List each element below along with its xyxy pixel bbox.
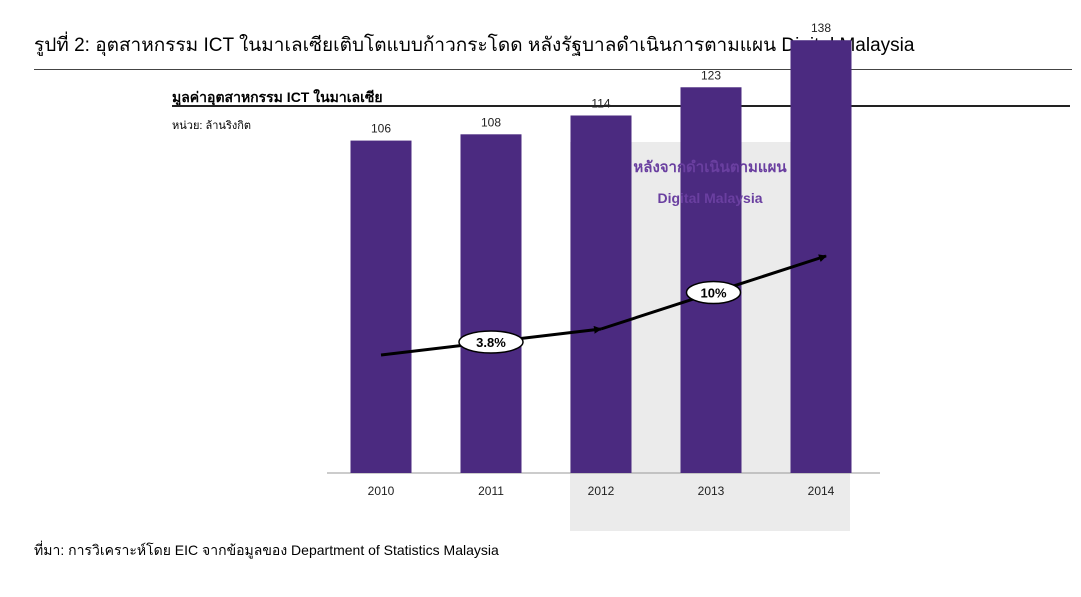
highlight-label-line2: Digital Malaysia	[657, 190, 762, 206]
highlight-label-line1: หลังจากดำเนินตามแผน	[633, 158, 787, 176]
bar-2013	[680, 87, 742, 473]
data-label-2011: 108	[481, 115, 501, 129]
x-tick-label-2014: 2014	[808, 484, 835, 498]
growth-rate-label-1: 3.8%	[476, 335, 506, 350]
data-label-2013: 123	[701, 68, 721, 82]
title-divider	[34, 69, 1072, 70]
chart-title: มูลค่าอุตสาหกรรม ICT ในมาเลเซีย	[172, 89, 383, 105]
figure-title: รูปที่ 2: อุตสาหกรรม ICT ในมาเลเซียเติบโ…	[34, 35, 915, 56]
bar-2010	[350, 140, 412, 474]
bar-2011	[460, 134, 522, 473]
growth-rate-label-2: 10%	[700, 286, 726, 301]
data-label-2014: 138	[811, 21, 831, 35]
source-note: ที่มา: การวิเคราะห์โดย EIC จากข้อมูลของ …	[34, 542, 499, 558]
growth-badge-1	[458, 330, 524, 354]
data-label-2012: 114	[591, 96, 610, 110]
growth-badge-2	[685, 280, 742, 305]
bar-2012	[570, 115, 632, 473]
x-tick-label-2010: 2010	[368, 484, 395, 498]
chart-title-underline	[172, 105, 1070, 107]
x-tick-label-2011: 2011	[478, 484, 504, 498]
x-tick-label-2013: 2013	[698, 484, 725, 498]
chart-unit-label: หน่วย: ล้านริงกิต	[172, 120, 252, 132]
x-tick-label-2012: 2012	[588, 484, 615, 498]
data-label-2010: 106	[371, 122, 391, 136]
